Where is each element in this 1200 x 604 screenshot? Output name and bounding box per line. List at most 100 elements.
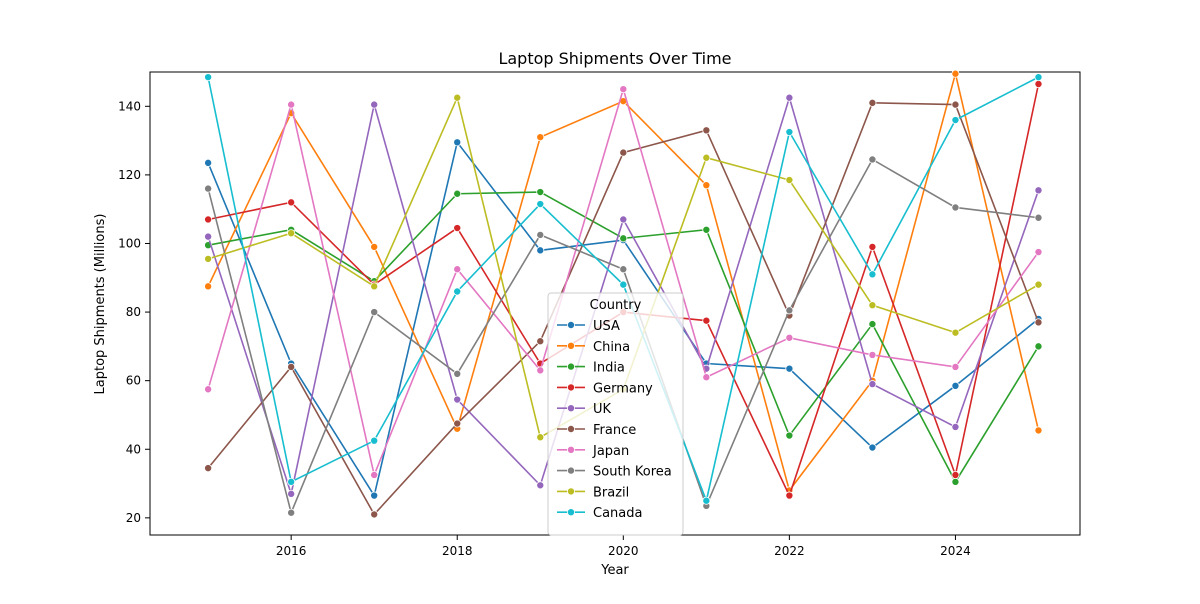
- data-point: [619, 234, 628, 243]
- data-point: [536, 188, 545, 197]
- data-point: [1034, 80, 1043, 89]
- data-point: [619, 85, 628, 94]
- data-point: [951, 203, 960, 212]
- data-point: [204, 232, 213, 241]
- data-point: [1034, 318, 1043, 327]
- legend-label: China: [593, 340, 630, 355]
- data-point: [785, 333, 794, 342]
- data-point: [868, 320, 877, 329]
- x-tick-label: 2016: [276, 544, 307, 558]
- legend-label: Germany: [593, 381, 653, 396]
- legend-entry: Brazil: [557, 485, 629, 500]
- legend-entry: France: [557, 423, 636, 438]
- x-tick-label: 2020: [608, 544, 639, 558]
- data-point: [951, 381, 960, 390]
- data-point: [785, 306, 794, 315]
- data-point: [951, 470, 960, 479]
- data-point: [536, 200, 545, 209]
- data-point: [453, 287, 462, 296]
- data-point: [204, 158, 213, 167]
- legend-entry: Canada: [557, 506, 642, 521]
- data-point: [1034, 73, 1043, 82]
- legend-marker: [567, 320, 576, 329]
- legend-entry: Japan: [557, 444, 629, 459]
- data-point: [868, 380, 877, 389]
- x-axis-label: Year: [600, 563, 629, 578]
- data-point: [702, 316, 711, 325]
- data-point: [868, 443, 877, 452]
- x-tick-label: 2024: [940, 544, 971, 558]
- data-point: [951, 422, 960, 431]
- y-tick-label: 140: [118, 99, 141, 113]
- legend-marker: [567, 424, 576, 433]
- data-point: [204, 282, 213, 291]
- data-point: [536, 230, 545, 239]
- legend-entry: India: [557, 361, 625, 376]
- data-point: [619, 265, 628, 274]
- data-point: [204, 254, 213, 263]
- series-south-korea: [204, 155, 1043, 517]
- data-point: [1034, 426, 1043, 435]
- data-point: [536, 246, 545, 255]
- data-point: [868, 98, 877, 107]
- legend-label: South Korea: [593, 465, 672, 480]
- data-point: [868, 301, 877, 310]
- data-point: [287, 477, 296, 486]
- y-tick-label: 80: [126, 305, 141, 319]
- data-point: [702, 373, 711, 382]
- y-tick-label: 40: [126, 442, 141, 456]
- data-point: [370, 242, 379, 251]
- data-point: [287, 100, 296, 109]
- series-canada: [204, 73, 1043, 505]
- data-point: [370, 470, 379, 479]
- data-point: [951, 116, 960, 125]
- legend-entry: UK: [557, 402, 612, 417]
- y-tick-label: 20: [126, 511, 141, 525]
- data-point: [453, 224, 462, 233]
- data-point: [370, 282, 379, 291]
- data-point: [370, 510, 379, 519]
- data-point: [785, 491, 794, 500]
- legend-label: Japan: [592, 444, 629, 459]
- series-japan: [204, 85, 1043, 479]
- data-point: [1034, 248, 1043, 257]
- data-point: [1034, 342, 1043, 351]
- data-point: [287, 508, 296, 517]
- data-point: [951, 328, 960, 337]
- data-point: [536, 433, 545, 442]
- legend-label: UK: [593, 402, 612, 417]
- legend-marker: [567, 508, 576, 517]
- data-point: [536, 481, 545, 490]
- data-point: [951, 100, 960, 109]
- data-point: [619, 215, 628, 224]
- data-point: [453, 93, 462, 102]
- data-point: [868, 242, 877, 251]
- legend-marker: [567, 445, 576, 454]
- legend-marker: [567, 487, 576, 496]
- data-point: [1034, 213, 1043, 222]
- legend-label: Brazil: [593, 485, 629, 500]
- plot-area: 2016 2018 2020 2022 2024 20 40 60 80 100 120 140: [118, 69, 1081, 558]
- legend-label: India: [593, 361, 625, 376]
- x-tick-label: 2018: [442, 544, 473, 558]
- legend-box: [547, 292, 684, 536]
- data-point: [785, 128, 794, 137]
- data-point: [204, 215, 213, 224]
- legend-marker: [567, 383, 576, 392]
- legend-marker: [567, 466, 576, 475]
- data-point: [619, 148, 628, 157]
- data-point: [536, 337, 545, 346]
- legend: Country USA China India Germany UK France Japan…: [547, 292, 684, 536]
- data-point: [868, 270, 877, 279]
- data-point: [370, 436, 379, 445]
- legend-marker: [567, 341, 576, 350]
- data-point: [204, 73, 213, 82]
- data-point: [619, 280, 628, 289]
- x-tick-label: 2022: [774, 544, 805, 558]
- data-point: [702, 126, 711, 135]
- legend-marker: [567, 362, 576, 371]
- data-point: [453, 189, 462, 198]
- data-point: [453, 395, 462, 404]
